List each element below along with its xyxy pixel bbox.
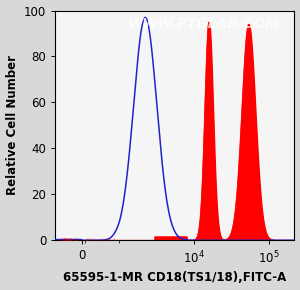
Y-axis label: Relative Cell Number: Relative Cell Number — [6, 55, 19, 195]
Text: WWW.PTGLAB.COM: WWW.PTGLAB.COM — [128, 17, 280, 31]
X-axis label: 65595-1-MR CD18(TS1/18),FITC-A: 65595-1-MR CD18(TS1/18),FITC-A — [63, 271, 286, 284]
